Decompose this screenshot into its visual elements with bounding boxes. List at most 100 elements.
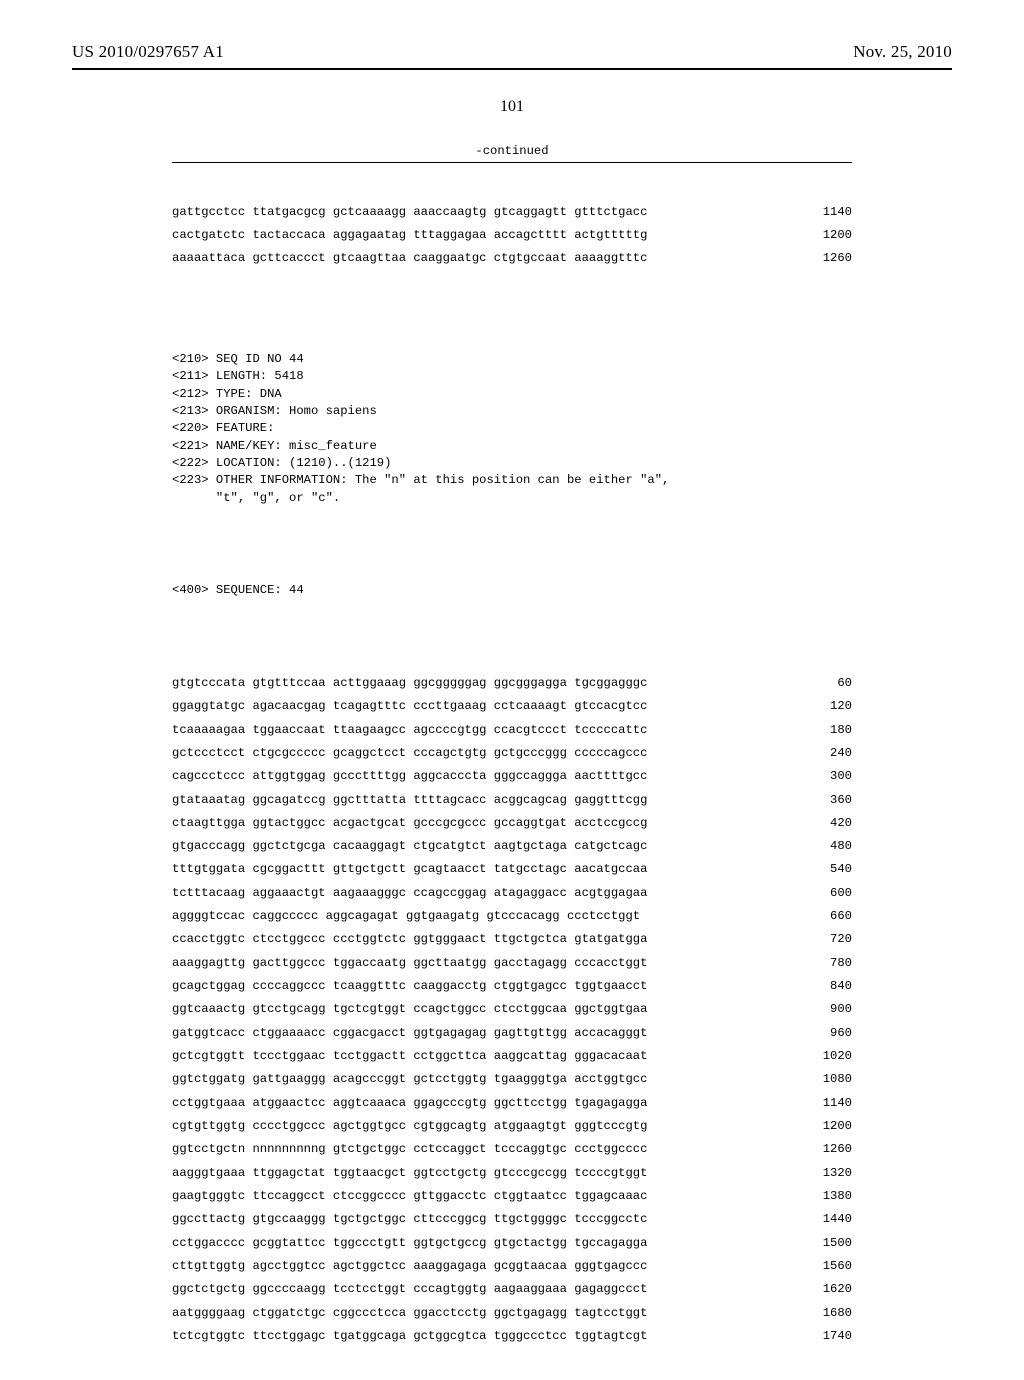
sequence-text: ggtcctgctn nnnnnnnnng gtctgctggc cctccag… [172, 1141, 647, 1158]
sequence-header-line: <223> OTHER INFORMATION: The "n" at this… [172, 472, 852, 489]
sequence-text: tctttacaag aggaaactgt aagaaagggc ccagccg… [172, 885, 647, 902]
sequence-row: gatggtcacc ctggaaaacc cggacgacct ggtgaga… [172, 1025, 852, 1042]
sequence-position: 1260 [806, 1141, 852, 1158]
sequence-text: tcaaaaagaa tggaaccaat ttaagaagcc agccccg… [172, 722, 647, 739]
sequence-text: cttgttggtg agcctggtcc agctggctcc aaaggag… [172, 1258, 647, 1275]
sequence-position: 1200 [806, 1118, 852, 1135]
sequence-text: cctggacccc gcggtattcc tggccctgtt ggtgctg… [172, 1235, 647, 1252]
sequence-position: 840 [806, 978, 852, 995]
sequence-position: 180 [806, 722, 852, 739]
sequence-position: 720 [806, 931, 852, 948]
sequence-44-label: <400> SEQUENCE: 44 [172, 582, 852, 599]
sequence-row: aaaaattaca gcttcaccct gtcaagttaa caaggaa… [172, 250, 852, 267]
sequence-row: cttgttggtg agcctggtcc agctggctcc aaaggag… [172, 1258, 852, 1275]
sequence-header-line: "t", "g", or "c". [172, 490, 852, 507]
sequence-row: gcagctggag ccccaggccc tcaaggtttc caaggac… [172, 978, 852, 995]
sequence-row: ccacctggtc ctcctggccc ccctggtctc ggtggga… [172, 931, 852, 948]
sequence-text: gtgtcccata gtgtttccaa acttggaaag ggcgggg… [172, 675, 647, 692]
sequence-row: ggtcaaactg gtcctgcagg tgctcgtggt ccagctg… [172, 1001, 852, 1018]
sequence-row: aggggtccac caggccccc aggcagagat ggtgaaga… [172, 908, 852, 925]
sequence-text: cagccctccc attggtggag gcccttttgg aggcacc… [172, 768, 647, 785]
section-rule [172, 162, 852, 163]
sequence-row: ggtctggatg gattgaaggg acagcccggt gctcctg… [172, 1071, 852, 1088]
sequence-text: aggggtccac caggccccc aggcagagat ggtgaaga… [172, 908, 640, 925]
sequence-text: cctggtgaaa atggaactcc aggtcaaaca ggagccc… [172, 1095, 647, 1112]
sequence-row: aatggggaag ctggatctgc cggccctcca ggacctc… [172, 1305, 852, 1322]
sequence-text: gcagctggag ccccaggccc tcaaggtttc caaggac… [172, 978, 647, 995]
sequence-position: 240 [806, 745, 852, 762]
sequence-text: aagggtgaaa ttggagctat tggtaacgct ggtcctg… [172, 1165, 647, 1182]
sequence-row: tcaaaaagaa tggaaccaat ttaagaagcc agccccg… [172, 722, 852, 739]
sequence-position: 360 [806, 792, 852, 809]
sequence-position: 120 [806, 698, 852, 715]
sequence-text: cactgatctc tactaccaca aggagaatag tttagga… [172, 227, 647, 244]
sequence-text: ctaagttgga ggtactggcc acgactgcat gcccgcg… [172, 815, 647, 832]
sequence-text: ggtctggatg gattgaaggg acagcccggt gctcctg… [172, 1071, 647, 1088]
sequence-position: 1080 [806, 1071, 852, 1088]
sequence-row: cctggtgaaa atggaactcc aggtcaaaca ggagccc… [172, 1095, 852, 1112]
sequence-text: gctccctcct ctgcgccccc gcaggctcct cccagct… [172, 745, 647, 762]
sequence-position: 480 [806, 838, 852, 855]
sequence-text: gtataaatag ggcagatccg ggctttatta ttttagc… [172, 792, 647, 809]
sequence-position: 1320 [806, 1165, 852, 1182]
sequence-row: cctggacccc gcggtattcc tggccctgtt ggtgctg… [172, 1235, 852, 1252]
sequence-position: 1140 [806, 204, 852, 221]
sequence-text: gtgacccagg ggctctgcga cacaaggagt ctgcatg… [172, 838, 647, 855]
sequence-text: ggccttactg gtgccaaggg tgctgctggc cttcccg… [172, 1211, 647, 1228]
sequence-position: 1500 [806, 1235, 852, 1252]
sequence-row: gtgtcccata gtgtttccaa acttggaaag ggcgggg… [172, 675, 852, 692]
sequence-text: ggaggtatgc agacaacgag tcagagtttc cccttga… [172, 698, 647, 715]
sequence-row: cactgatctc tactaccaca aggagaatag tttagga… [172, 227, 852, 244]
sequence-row: ggtcctgctn nnnnnnnnng gtctgctggc cctccag… [172, 1141, 852, 1158]
sequence-row: gtgacccagg ggctctgcga cacaaggagt ctgcatg… [172, 838, 852, 855]
continued-label: -continued [72, 144, 952, 158]
sequence-position: 1200 [806, 227, 852, 244]
sequence-text: aaaggagttg gacttggccc tggaccaatg ggcttaa… [172, 955, 647, 972]
sequence-header-line: <211> LENGTH: 5418 [172, 368, 852, 385]
sequence-text: cgtgttggtg cccctggccc agctggtgcc cgtggca… [172, 1118, 647, 1135]
sequence-position: 1620 [806, 1281, 852, 1298]
page-root: US 2010/0297657 A1 Nov. 25, 2010 101 -co… [0, 0, 1024, 1320]
pub-number: US 2010/0297657 A1 [72, 42, 224, 62]
sequence-header-line: <222> LOCATION: (1210)..(1219) [172, 455, 852, 472]
sequence-position: 1680 [806, 1305, 852, 1322]
sequence-position: 1140 [806, 1095, 852, 1112]
sequence-row: gaagtgggtc ttccaggcct ctccggcccc gttggac… [172, 1188, 852, 1205]
sequence-text: ccacctggtc ctcctggccc ccctggtctc ggtggga… [172, 931, 647, 948]
sequence-header-line: <212> TYPE: DNA [172, 386, 852, 403]
sequence-row: tttgtggata cgcggacttt gttgctgctt gcagtaa… [172, 861, 852, 878]
sequence-row: aagggtgaaa ttggagctat tggtaacgct ggtcctg… [172, 1165, 852, 1182]
sequence-text: aatggggaag ctggatctgc cggccctcca ggacctc… [172, 1305, 647, 1322]
header-rule [72, 68, 952, 70]
sequence-header-line: <221> NAME/KEY: misc_feature [172, 438, 852, 455]
pub-date: Nov. 25, 2010 [853, 42, 952, 62]
sequence-text: ggtcaaactg gtcctgcagg tgctcgtggt ccagctg… [172, 1001, 647, 1018]
sequence-row: ctaagttgga ggtactggcc acgactgcat gcccgcg… [172, 815, 852, 832]
page-header: US 2010/0297657 A1 Nov. 25, 2010 [72, 42, 952, 62]
sequence-text: tttgtggata cgcggacttt gttgctgctt gcagtaa… [172, 861, 647, 878]
sequence-position: 1740 [806, 1328, 852, 1345]
sequence-position: 1380 [806, 1188, 852, 1205]
sequence-header-line: <220> FEATURE: [172, 420, 852, 437]
sequence-row: cagccctccc attggtggag gcccttttgg aggcacc… [172, 768, 852, 785]
sequence-row: tctttacaag aggaaactgt aagaaagggc ccagccg… [172, 885, 852, 902]
sequence-position: 420 [806, 815, 852, 832]
sequence-position: 780 [806, 955, 852, 972]
sequence-row: tctcgtggtc ttcctggagc tgatggcaga gctggcg… [172, 1328, 852, 1345]
sequence-position: 960 [806, 1025, 852, 1042]
sequence-position: 1020 [806, 1048, 852, 1065]
sequence-text: gaagtgggtc ttccaggcct ctccggcccc gttggac… [172, 1188, 647, 1205]
sequence-row: ggaggtatgc agacaacgag tcagagtttc cccttga… [172, 698, 852, 715]
sequence-row: aaaggagttg gacttggccc tggaccaatg ggcttaa… [172, 955, 852, 972]
sequence-row: cgtgttggtg cccctggccc agctggtgcc cgtggca… [172, 1118, 852, 1135]
sequence-position: 600 [806, 885, 852, 902]
sequence-row: ggctctgctg ggccccaagg tcctcctggt cccagtg… [172, 1281, 852, 1298]
sequence-header-line: <210> SEQ ID NO 44 [172, 351, 852, 368]
sequence-row: gattgcctcc ttatgacgcg gctcaaaagg aaaccaa… [172, 204, 852, 221]
sequence-row: ggccttactg gtgccaaggg tgctgctggc cttcccg… [172, 1211, 852, 1228]
sequence-position: 900 [806, 1001, 852, 1018]
sequence-row: gtataaatag ggcagatccg ggctttatta ttttagc… [172, 792, 852, 809]
sequence-position: 60 [806, 675, 852, 692]
sequence-position: 660 [806, 908, 852, 925]
page-number: 101 [72, 98, 952, 116]
